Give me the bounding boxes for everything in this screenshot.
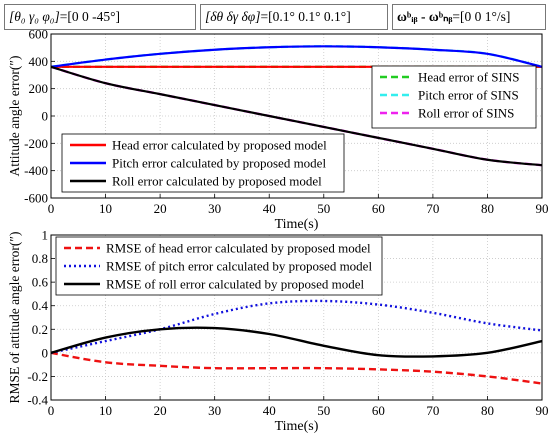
series-line-3: [50, 326, 543, 358]
y-tick-label: 400: [29, 54, 49, 69]
x-axis-label: Time(s): [275, 419, 319, 434]
legend-label: RMSE of pitch error calculated by propos…: [106, 259, 372, 274]
y-tick-label: 200: [29, 81, 49, 96]
legend-box: [61, 133, 345, 193]
x-tick-label: 20: [154, 403, 167, 418]
x-tick-label: 50: [317, 403, 330, 418]
y-axis-label: RMSE of attitude angle error(″): [7, 231, 22, 403]
initial-attitude-values: [0 0 -45°]: [67, 9, 121, 24]
x-tick-label: 50: [317, 201, 330, 216]
x-tick-label: 60: [372, 403, 385, 418]
series-line-1: [50, 351, 543, 385]
x-tick-label: 90: [536, 403, 549, 418]
legend-label: Roll error of SINS: [418, 106, 514, 121]
x-tick-label: 40: [263, 201, 276, 216]
y-tick-label: -0.2: [27, 369, 48, 384]
legend-1: Head error of SINS Pitch error of SINS Rol…: [371, 65, 537, 129]
angular-rate-values: [0 0 1°/s]: [460, 9, 511, 24]
y-tick-label: -200: [24, 136, 48, 151]
y-tick-label: 0.2: [32, 322, 48, 337]
legend-label: Head error of SINS: [418, 70, 519, 85]
x-tick-label: 60: [372, 201, 385, 216]
y-tick-label: -400: [24, 163, 48, 178]
x-axis-label: Time(s): [275, 217, 319, 232]
chart-panel-2: 0 10 20 30 40 50 60 70 80 90 -0.4 -0.2 0 0.2 0.4 0.6 0.8…: [7, 228, 549, 435]
x-tick-label: 80: [481, 403, 494, 418]
x-tick-label: 30: [208, 201, 221, 216]
x-tick-label: 0: [48, 403, 55, 418]
y-tick-label: 0.6: [32, 275, 49, 290]
x-tick-label: 80: [481, 201, 494, 216]
x-tick-label: 70: [426, 201, 439, 216]
angular-rate-box: ωᵇᵢᵦ - ωᵇₙᵦ=[0 0 1°/s]: [392, 4, 546, 30]
x-tick-label: 40: [263, 403, 276, 418]
legend-label: Pitch error of SINS: [418, 88, 519, 103]
y-tick-label: 0: [42, 345, 49, 360]
y-tick-label: 1: [42, 228, 49, 243]
axes-frame: [50, 33, 543, 199]
axes-frame: [50, 234, 543, 401]
series-line-6: [50, 65, 543, 167]
y-tick-label: -600: [24, 191, 48, 206]
x-tick-label: 0: [48, 201, 55, 216]
x-tick-label: 30: [208, 403, 221, 418]
legend-label: Head error calculated by proposed model: [112, 138, 327, 153]
x-tick-label: 70: [426, 403, 439, 418]
y-tick-label: 0.4: [32, 298, 49, 313]
legend-2: Head error calculated by proposed model P…: [61, 133, 345, 193]
legend-1: RMSE of head error calculated by propose…: [55, 236, 383, 296]
chart-panel-1: 0 10 20 30 40 50 60 70 80 90 -600 -400 -200 0 200 400 60…: [7, 27, 549, 233]
x-tick-label: 20: [154, 201, 167, 216]
y-axis-label: Attitude angle error(″): [7, 55, 22, 176]
x-tick-label: 10: [99, 403, 112, 418]
initial-attitude-symbols: [θ₀ γ₀ φ₀]: [9, 9, 60, 24]
legend-box: [55, 236, 383, 296]
initial-error-box: [δθ δγ δφ]=[0.1° 0.1° 0.1°]: [200, 4, 388, 30]
legend-label: Roll error calculated by proposed model: [112, 174, 322, 189]
legend-label: RMSE of roll error calculated by propose…: [106, 277, 365, 292]
angular-rate-symbols: ωᵇᵢᵦ - ωᵇₙᵦ: [397, 9, 453, 24]
initial-error-values: [0.1° 0.1° 0.1°]: [268, 9, 351, 24]
initial-attitude-box: [θ₀ γ₀ φ₀]=[0 0 -45°]: [4, 4, 196, 30]
y-tick-label: -0.4: [27, 393, 48, 408]
y-tick-label: 0.8: [32, 251, 48, 266]
x-tick-label: 90: [536, 201, 549, 216]
initial-error-symbols: [δθ δγ δφ]: [205, 9, 261, 24]
legend-label: Pitch error calculated by proposed model: [112, 156, 326, 171]
legend-box: [371, 65, 537, 129]
x-tick-label: 10: [99, 201, 112, 216]
series-line-5: [50, 45, 543, 68]
legend-label: RMSE of head error calculated by propose…: [106, 241, 371, 256]
y-tick-label: 600: [29, 27, 49, 42]
series-line-2: [50, 299, 543, 355]
y-tick-label: 0: [42, 109, 49, 124]
